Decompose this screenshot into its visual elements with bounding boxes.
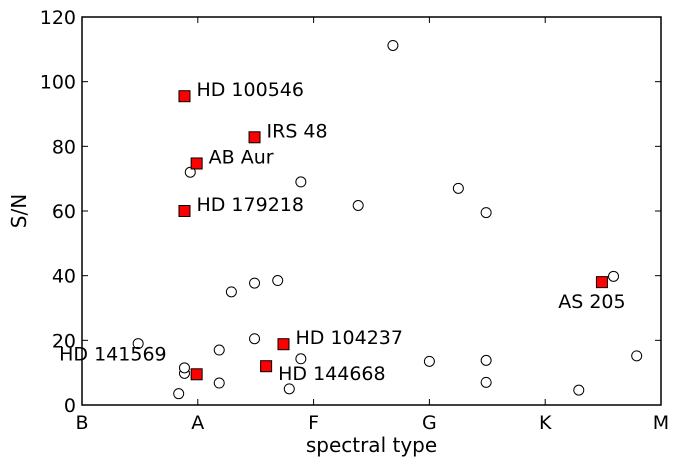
- open-circle-point: [272, 275, 284, 287]
- red-square-point: [190, 157, 203, 170]
- red-square-point: [190, 368, 203, 381]
- open-circle-point: [295, 353, 307, 365]
- point-label: AS 205: [558, 291, 625, 313]
- point-label: HD 179218: [196, 194, 304, 216]
- plot-frame: [81, 16, 662, 406]
- y-axis-title: S/N: [7, 194, 31, 228]
- open-circle-point: [184, 166, 196, 178]
- red-square-point: [260, 360, 273, 373]
- open-circle-point: [225, 286, 237, 298]
- open-circle-point: [249, 277, 261, 289]
- open-circle-point: [480, 207, 492, 219]
- y-tick-label: 120: [40, 7, 76, 29]
- y-tick-label: 0: [64, 395, 76, 417]
- y-tick-label: 100: [40, 72, 76, 94]
- open-circle-point: [295, 176, 307, 188]
- y-tick-label: 60: [52, 201, 76, 223]
- x-tick-label: A: [191, 412, 204, 434]
- open-circle-point: [480, 354, 492, 366]
- open-circle-point: [608, 270, 620, 282]
- y-tick-label: 40: [52, 266, 76, 288]
- point-label: HD 144668: [278, 363, 386, 385]
- open-circle-point: [249, 333, 261, 345]
- x-tick-label: B: [75, 412, 88, 434]
- open-circle-point: [573, 384, 585, 396]
- open-circle-point: [283, 383, 295, 395]
- y-tick-label: 20: [52, 330, 76, 352]
- y-tick-label: 80: [52, 136, 76, 158]
- x-axis-title: spectral type: [306, 433, 437, 457]
- red-square-point: [277, 338, 290, 351]
- x-tick-label: K: [539, 412, 552, 434]
- open-circle-point: [631, 350, 643, 362]
- x-tick-label: M: [653, 412, 669, 434]
- x-tick-label: G: [422, 412, 437, 434]
- x-tick-label: F: [308, 412, 319, 434]
- red-square-point: [248, 131, 261, 144]
- axis-ticks: 0 20 40 60 80 100 120 B A F G K M: [40, 7, 669, 434]
- open-circle-point: [452, 182, 464, 194]
- point-label: HD 141569: [59, 343, 167, 365]
- open-circle-point: [352, 200, 364, 212]
- open-circle-point: [213, 377, 225, 389]
- open-circle-point: [173, 388, 185, 400]
- point-labels: HD 100546 IRS 48 AB Aur HD 179218 HD 104237 H…: [59, 79, 625, 385]
- red-square-point: [595, 276, 608, 289]
- point-label: HD 104237: [295, 327, 403, 349]
- open-circle-point: [213, 344, 225, 356]
- point-label: AB Aur: [209, 146, 274, 168]
- open-circle-point: [178, 362, 190, 374]
- open-circle-point: [480, 376, 492, 388]
- open-circle-point: [423, 355, 435, 367]
- open-circle-point: [387, 39, 399, 51]
- red-square-point: [178, 90, 191, 103]
- data-marks: [132, 39, 643, 400]
- red-square-point: [178, 205, 191, 217]
- point-label: HD 100546: [196, 79, 304, 101]
- open-circle-point: [132, 338, 144, 350]
- point-label: IRS 48: [267, 120, 328, 142]
